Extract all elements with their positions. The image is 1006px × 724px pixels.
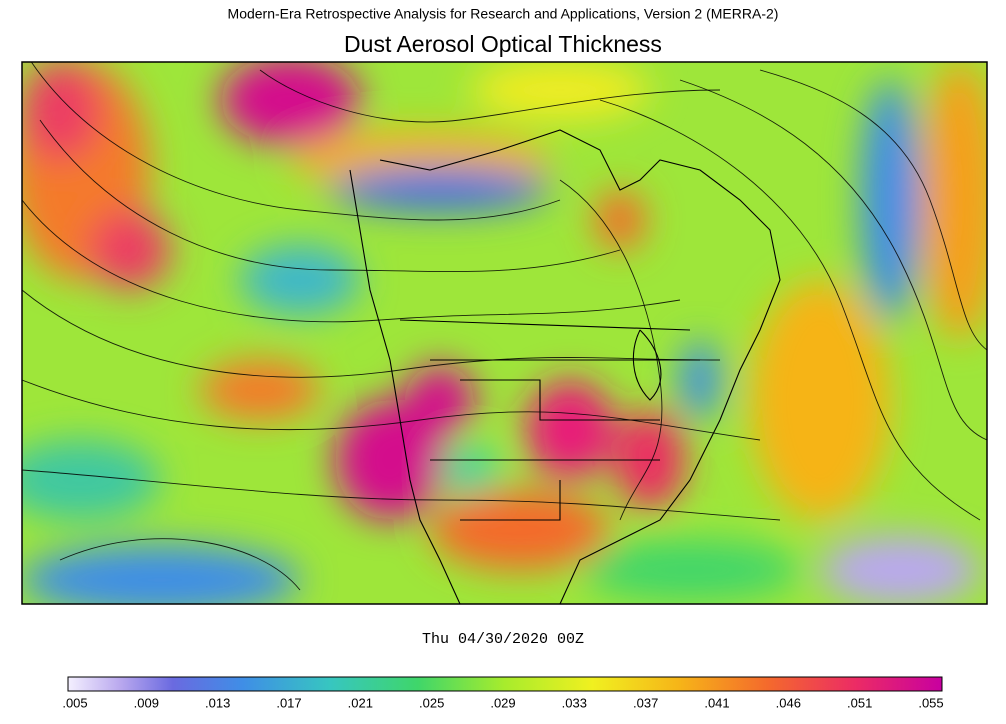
colorbar-labels: .005 .009 .013 .017 .021 .025 .029 .033 .037 .041…: [62, 695, 943, 710]
colorbar-label: .051: [847, 695, 872, 710]
colorbar-label: .033: [562, 695, 587, 710]
colorbar-label: .046: [776, 695, 801, 710]
colorbar-label: .037: [633, 695, 658, 710]
timestamp: Thu 04/30/2020 00Z: [422, 631, 584, 648]
coastlines: [349, 129, 781, 604]
colorbar-label: .055: [918, 695, 943, 710]
colorbar: [67, 676, 943, 692]
colorbar-label: .013: [205, 695, 230, 710]
colorbar-label: .025: [419, 695, 444, 710]
subtitle: Modern-Era Retrospective Analysis for Re…: [228, 6, 779, 22]
colorbar-label: .041: [704, 695, 729, 710]
colorbar-label: .005: [62, 695, 87, 710]
colorbar-label: .009: [134, 695, 159, 710]
streamlines: [22, 62, 987, 591]
colorbar-label: .021: [348, 695, 373, 710]
map-frame: [21, 61, 988, 605]
map: [22, 62, 987, 604]
title: Dust Aerosol Optical Thickness: [344, 31, 662, 57]
colorbar-label: .017: [276, 695, 301, 710]
colorbar-label: .029: [490, 695, 515, 710]
dust-field: [22, 62, 987, 604]
